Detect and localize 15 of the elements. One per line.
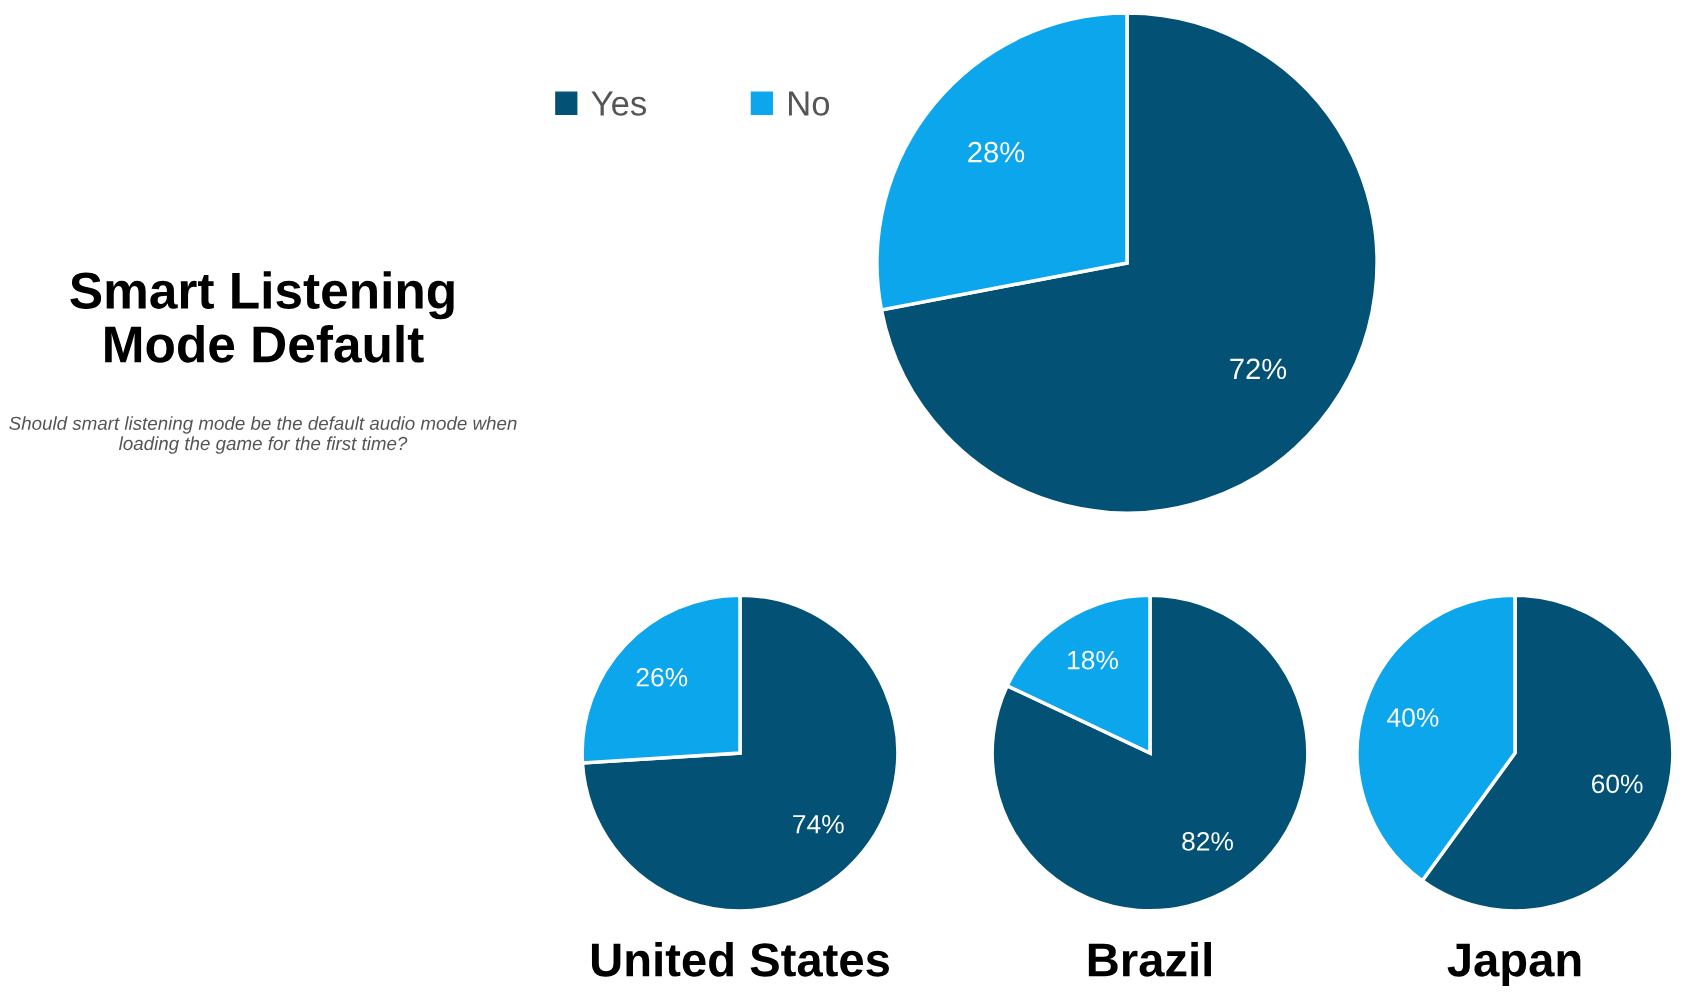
- text: Smart Listening Mode Default: [70, 271, 454, 363]
- text: Japan: [1447, 943, 1581, 987]
- legend-label: Yes: [591, 91, 647, 116]
- data-label: 60%: [1592, 774, 1643, 794]
- legend-label: No: [789, 91, 830, 116]
- data-label: 28%: [968, 141, 1025, 163]
- data-label: 72%: [1230, 358, 1287, 380]
- data-label: 82%: [1182, 832, 1233, 851]
- text: Brazil: [1088, 941, 1211, 977]
- text: United States: [591, 941, 889, 977]
- data-label: 26%: [636, 667, 688, 687]
- data-label: 74%: [793, 814, 844, 834]
- text: Should smart listening mode be the default audio mode when loading the game for the first time?: [9, 416, 517, 454]
- data-label: 40%: [1387, 708, 1439, 727]
- data-label: 18%: [1068, 650, 1118, 670]
